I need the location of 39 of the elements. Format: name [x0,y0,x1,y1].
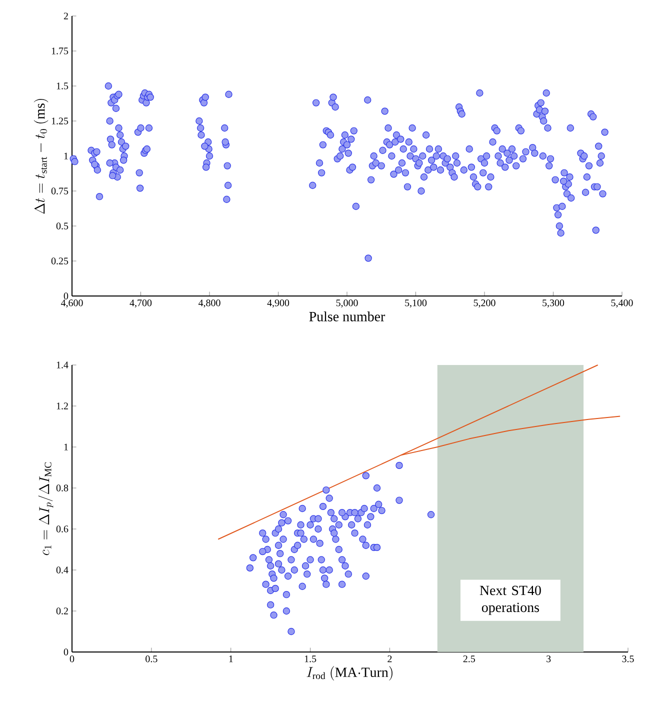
y-tick-label: 0.8 [56,484,68,492]
y-tick-label: 0.6 [56,526,68,532]
x-axis-title: Pulse number [309,312,386,322]
x-tick-label: 3 [546,656,551,662]
x-tick-label: 4,900 [267,300,290,308]
x-tick-label: 5,300 [542,300,564,308]
y-tick-label: 1.75 [52,48,68,54]
y-axis-title: $c_1 = \Delta I_p / \Delta I_{\mathrm{MC}}$ [38,462,54,556]
x-tick-label: 5,100 [405,300,427,308]
y-tick-label: 0.25 [51,258,68,264]
y-tick-label: 0.4 [56,566,68,574]
y-tick-label: 0.5 [56,222,68,230]
y-tick-label: 0.2 [56,608,68,614]
y-tick-label: 0 [64,648,68,656]
band-label: Next ST40 operations [480,586,541,615]
y-tick-label: 1.2 [56,402,68,410]
y-tick-label: 1.4 [56,362,68,368]
x-tick-label: 0 [70,656,74,662]
x-tick-label: 1 [229,656,233,662]
x-tick-label: 4,600 [60,300,83,308]
x-tick-label: 2.5 [463,656,475,662]
x-tick-label: 4,700 [130,300,152,308]
y-tick-label: 1 [64,444,68,450]
y-tick-label: 1.25 [52,118,68,124]
y-tick-label: 1 [64,152,68,160]
x-tick-label: 5,400 [611,300,633,308]
x-tick-label: 5,000 [336,300,358,308]
y-tick-label: 2 [64,12,68,20]
x-tick-label: 1.5 [304,656,316,662]
y-tick-label: 0.75 [51,188,68,194]
x-tick-label: 5,200 [474,300,496,308]
y-tick-label: 0 [64,292,68,300]
x-tick-label: 4,800 [198,300,220,308]
x-tick-label: 2 [388,656,392,662]
y-axis-title: $\Delta t = t_{\mathrm{start}} - t_0\ \mathrm{(ms)}$ [34,98,48,214]
x-tick-label: 0.5 [146,656,158,662]
y-tick-label: 1.5 [56,82,68,90]
x-tick-label: 3.5 [622,656,634,662]
x-axis-title: $I_{\mathrm{rod}}\ \mathrm{(MA{\cdot}Turn)}$ [306,666,392,680]
